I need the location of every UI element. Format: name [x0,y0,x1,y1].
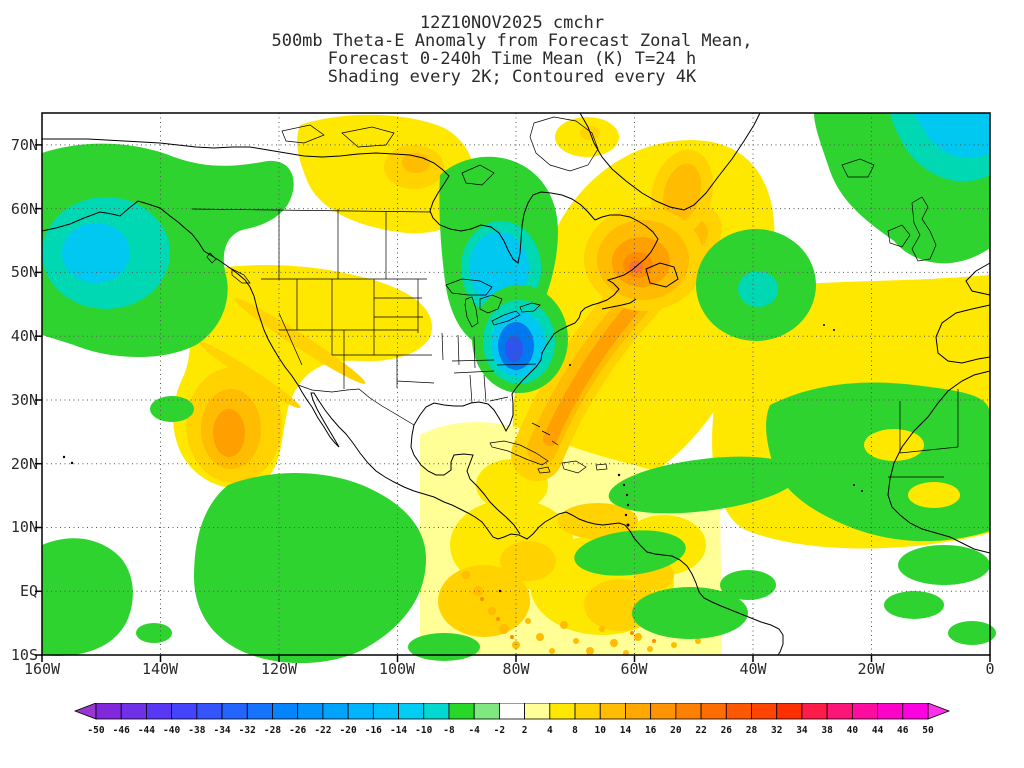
lon-label-40w: 40W [739,660,767,678]
svg-text:-26: -26 [289,725,306,736]
lon-label-60w: 60W [620,660,648,678]
lon-label-20w: 20W [857,660,885,678]
lon-label-100w: 100W [378,660,416,678]
svg-text:40: 40 [847,725,859,736]
svg-text:-28: -28 [264,725,281,736]
lon-label-80w: 80W [502,660,530,678]
svg-text:-46: -46 [113,725,130,736]
title-block: 12Z10NOV2025 cmchr 500mb Theta-E Anomaly… [0,14,1024,86]
lat-label-10n: 10N [10,518,38,536]
lat-label-eq: EQ [19,582,38,600]
title-line-4: Shading every 2K; Contoured every 4K [327,67,697,87]
svg-text:-4: -4 [468,725,480,736]
svg-text:-2: -2 [494,725,505,736]
title-line-1: 12Z10NOV2025 cmchr [419,13,605,33]
lat-label-20n: 20N [10,455,38,473]
svg-text:38: 38 [821,725,833,736]
svg-text:34: 34 [796,725,808,736]
svg-text:-32: -32 [239,725,256,736]
svg-text:14: 14 [620,725,632,736]
svg-text:-22: -22 [314,725,331,736]
svg-text:8: 8 [572,725,578,736]
title-line-2: 500mb Theta-E Anomaly from Forecast Zona… [271,31,753,51]
svg-text:22: 22 [695,725,706,736]
svg-text:-50: -50 [87,725,104,736]
title-line-3: Forecast 0-240h Time Mean (K) T=24 h [327,49,697,69]
svg-text:50: 50 [922,725,934,736]
lon-label-120w: 120W [260,660,298,678]
svg-text:20: 20 [670,725,682,736]
lat-label-70n: 70N [10,136,38,154]
svg-text:-14: -14 [390,725,407,736]
svg-text:-44: -44 [138,725,155,736]
map-border [41,112,991,656]
svg-text:28: 28 [746,725,758,736]
map-canvas [35,112,996,664]
svg-text:10: 10 [595,725,607,736]
lat-label-60n: 60N [10,200,38,218]
svg-text:-10: -10 [415,725,432,736]
map-frame [35,112,996,664]
svg-text:2: 2 [522,725,528,736]
grid-lines [42,113,990,655]
svg-text:-38: -38 [188,725,205,736]
svg-text:-40: -40 [163,725,180,736]
svg-text:4: 4 [547,725,553,736]
svg-text:-20: -20 [340,725,357,736]
lat-label-30n: 30N [10,391,38,409]
svg-text:-8: -8 [443,725,455,736]
lat-label-40n: 40N [10,327,38,345]
lon-label-160w: 160W [23,660,61,678]
svg-text:46: 46 [897,725,909,736]
svg-text:-34: -34 [213,725,230,736]
coastlines [41,112,991,656]
lat-label-50n: 50N [10,263,38,281]
svg-text:-16: -16 [365,725,382,736]
svg-text:44: 44 [872,725,884,736]
lat-label-10s: 10S [10,646,38,664]
colorbar: -50 -46 -44 -40 -38 -34 -32 -28 -26 -22 -20 -16 -14-… [72,702,952,745]
svg-text:26: 26 [721,725,733,736]
axis-ticks [35,144,991,662]
lon-label-140w: 140W [141,660,179,678]
lon-label-0: 0 [985,660,995,678]
svg-text:32: 32 [771,725,782,736]
svg-text:16: 16 [645,725,657,736]
colorbar-canvas: -50 -46 -44 -40 -38 -34 -32 -28 -26 -22 -20 -16 -14-… [73,702,951,736]
anomaly-shading [42,113,996,664]
